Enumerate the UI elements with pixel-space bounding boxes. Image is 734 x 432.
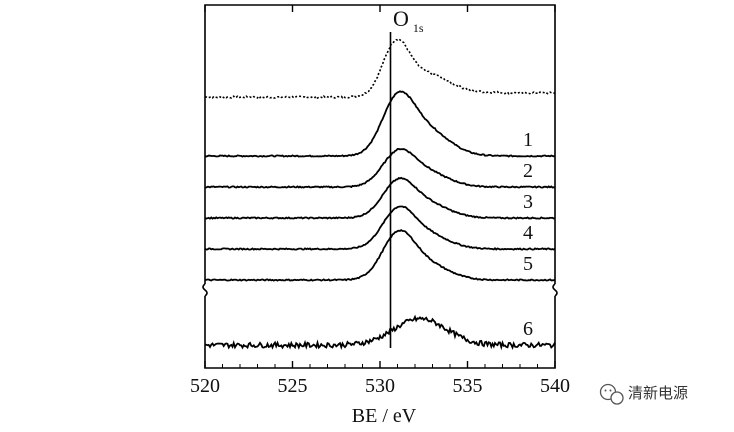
- peak-label: O 1s: [393, 6, 424, 35]
- series-2-line: [205, 147, 556, 189]
- x-tick-label: 535: [453, 375, 483, 397]
- axis-break-left: [202, 283, 208, 297]
- labels-group: 1 2 3 4 5 6: [523, 129, 533, 340]
- series-dotted-line: [204, 38, 556, 100]
- series-4-line: [204, 205, 556, 251]
- series-4-label: 4: [523, 222, 533, 244]
- watermark: 清新电源: [599, 383, 688, 405]
- series-5-line: [205, 229, 556, 282]
- wechat-icon: [599, 383, 624, 405]
- watermark-text: 清新电源: [628, 384, 688, 402]
- axis-break-right: [552, 283, 558, 297]
- series-3-line: [204, 176, 556, 220]
- series-1-line: [204, 90, 556, 158]
- x-tick-label: 525: [278, 375, 308, 397]
- x-axis-label: BE / eV: [352, 405, 417, 427]
- x-tick-label: 520: [190, 375, 220, 397]
- series-1-label: 1: [523, 129, 533, 151]
- series-6-label: 6: [523, 318, 533, 340]
- x-tick-label: 540: [540, 375, 570, 397]
- frame-lower: [204, 296, 556, 369]
- series-6-line: [204, 314, 556, 351]
- series-5-label: 5: [523, 253, 533, 275]
- x-tick-label: 530: [365, 375, 395, 397]
- series-group: [204, 38, 556, 351]
- series-3-label: 3: [523, 191, 533, 213]
- series-2-label: 2: [523, 160, 533, 182]
- x-ticks: 520 525 530 535 540: [190, 5, 570, 397]
- frame-upper: [204, 4, 556, 284]
